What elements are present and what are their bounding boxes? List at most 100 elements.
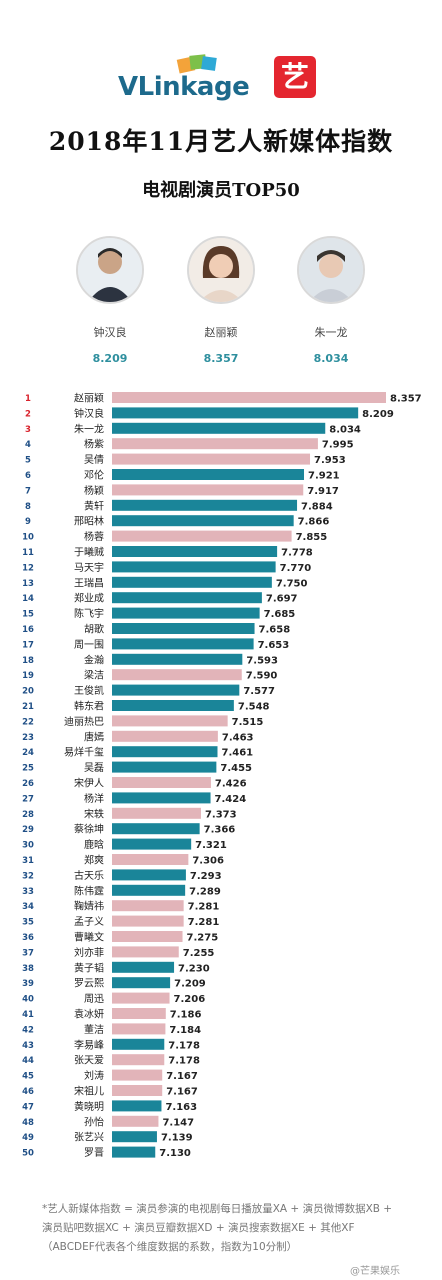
- bar: [112, 823, 200, 835]
- bar-row: 6 邓伦 7.921: [25, 469, 340, 482]
- top3-score: 8.357: [203, 352, 239, 365]
- value-label: 7.917: [307, 486, 339, 497]
- bar-row: 20 王俊凯 7.577: [22, 684, 275, 697]
- category-label: 董洁: [84, 1023, 104, 1036]
- rank-label: 5: [25, 456, 31, 466]
- value-label: 7.255: [183, 948, 215, 959]
- avatar: [187, 236, 255, 304]
- rank-label: 40: [22, 995, 34, 1005]
- bar-row: 26 宋伊人 7.426: [22, 777, 247, 790]
- bar: [112, 900, 184, 912]
- bar: [112, 1131, 157, 1143]
- rank-label: 21: [22, 702, 34, 712]
- bar: [112, 1023, 166, 1035]
- category-label: 郑爽: [84, 854, 104, 867]
- value-label: 7.178: [168, 1056, 200, 1067]
- bar-row: 40 周迅 7.206: [22, 992, 205, 1005]
- category-label: 钟汉良: [74, 407, 104, 420]
- bar-row: 28 宋轶 7.373: [22, 807, 237, 820]
- top3-score: 8.209: [92, 352, 128, 365]
- category-label: 杨洋: [84, 792, 104, 805]
- value-label: 7.953: [314, 455, 346, 466]
- category-label: 孙怡: [84, 1115, 104, 1128]
- bar-row: 9 邢昭林 7.866: [25, 515, 329, 528]
- value-label: 7.577: [243, 686, 275, 697]
- bar: [112, 607, 260, 619]
- category-label: 鞠婧祎: [74, 900, 104, 913]
- rank-label: 25: [22, 764, 34, 774]
- value-label: 7.147: [162, 1117, 194, 1128]
- category-label: 韩东君: [74, 700, 104, 713]
- bar-row: 35 孟子义 7.281: [22, 915, 220, 928]
- bar-row: 4 杨紫 7.995: [25, 438, 354, 451]
- rank-label: 41: [22, 1010, 34, 1020]
- bar: [112, 1054, 165, 1066]
- category-label: 宋伊人: [74, 777, 104, 790]
- rank-label: 10: [22, 533, 34, 543]
- bar-row: 47 黄晓明 7.163: [22, 1100, 197, 1113]
- bar-row: 16 胡歌 7.658: [22, 623, 290, 636]
- value-label: 7.455: [220, 763, 252, 774]
- value-label: 7.515: [232, 717, 264, 728]
- category-label: 邢昭林: [74, 515, 104, 528]
- top3-score: 8.034: [313, 352, 349, 365]
- value-label: 7.590: [246, 671, 278, 682]
- bar-row: 22 迪丽热巴 7.515: [22, 715, 263, 728]
- bar-row: 41 袁冰妍 7.186: [22, 1008, 201, 1021]
- value-label: 8.034: [329, 424, 361, 435]
- top3-card-2: 钟汉良 8.209: [60, 236, 160, 365]
- category-label: 蔡徐坤: [74, 823, 104, 836]
- value-label: 8.209: [362, 409, 394, 420]
- bar: [112, 792, 211, 804]
- brand-logo-text: VLinkage: [118, 72, 250, 102]
- value-label: 7.373: [205, 809, 237, 820]
- rank-label: 20: [22, 687, 34, 697]
- bar: [112, 1085, 163, 1096]
- bar: [112, 453, 311, 465]
- bar: [112, 561, 276, 573]
- bar: [112, 407, 359, 419]
- category-label: 李易峰: [74, 1038, 104, 1051]
- rank-label: 24: [22, 748, 34, 758]
- value-label: 7.306: [192, 856, 224, 867]
- value-label: 7.139: [161, 1133, 193, 1144]
- rank-label: 36: [22, 933, 34, 943]
- category-label: 王瑞昌: [74, 577, 104, 589]
- bar-row: 17 周一围 7.653: [22, 638, 289, 651]
- bar-row: 3 朱一龙 8.034: [25, 422, 361, 435]
- bar: [112, 576, 272, 588]
- category-label: 马天宇: [74, 561, 104, 574]
- category-label: 张艺兴: [74, 1132, 104, 1144]
- bar-row: 50 罗晋 7.130: [22, 1146, 191, 1159]
- rank-label: 50: [22, 1149, 34, 1159]
- rank-label: 14: [22, 594, 34, 604]
- category-label: 邓伦: [84, 469, 104, 482]
- bar: [112, 869, 186, 881]
- bar: [112, 700, 234, 711]
- value-label: 7.697: [266, 594, 298, 605]
- value-label: 7.593: [246, 655, 278, 666]
- category-label: 迪丽热巴: [64, 715, 104, 728]
- category-label: 唐嫣: [84, 730, 104, 743]
- bar: [112, 884, 186, 896]
- bar-row: 19 梁洁 7.590: [22, 669, 277, 682]
- bar-row: 29 蔡徐坤 7.366: [22, 823, 235, 836]
- bar: [112, 653, 243, 665]
- rank-label: 12: [22, 563, 34, 573]
- category-label: 胡歌: [84, 623, 104, 636]
- value-label: 7.186: [170, 1010, 202, 1021]
- value-label: 7.658: [259, 625, 291, 636]
- value-label: 7.130: [159, 1148, 191, 1159]
- bar: [112, 422, 326, 434]
- bar: [112, 931, 183, 942]
- value-label: 7.884: [301, 501, 333, 512]
- value-label: 7.289: [189, 886, 221, 897]
- bar-row: 46 宋祖儿 7.167: [22, 1085, 198, 1098]
- category-label: 周一围: [74, 639, 104, 651]
- bar-row: 15 陈飞宇 7.685: [22, 607, 295, 620]
- rank-label: 15: [22, 610, 34, 620]
- rank-label: 13: [22, 579, 34, 589]
- bar: [112, 530, 292, 542]
- value-label: 7.995: [322, 440, 354, 451]
- value-label: 7.281: [188, 917, 220, 928]
